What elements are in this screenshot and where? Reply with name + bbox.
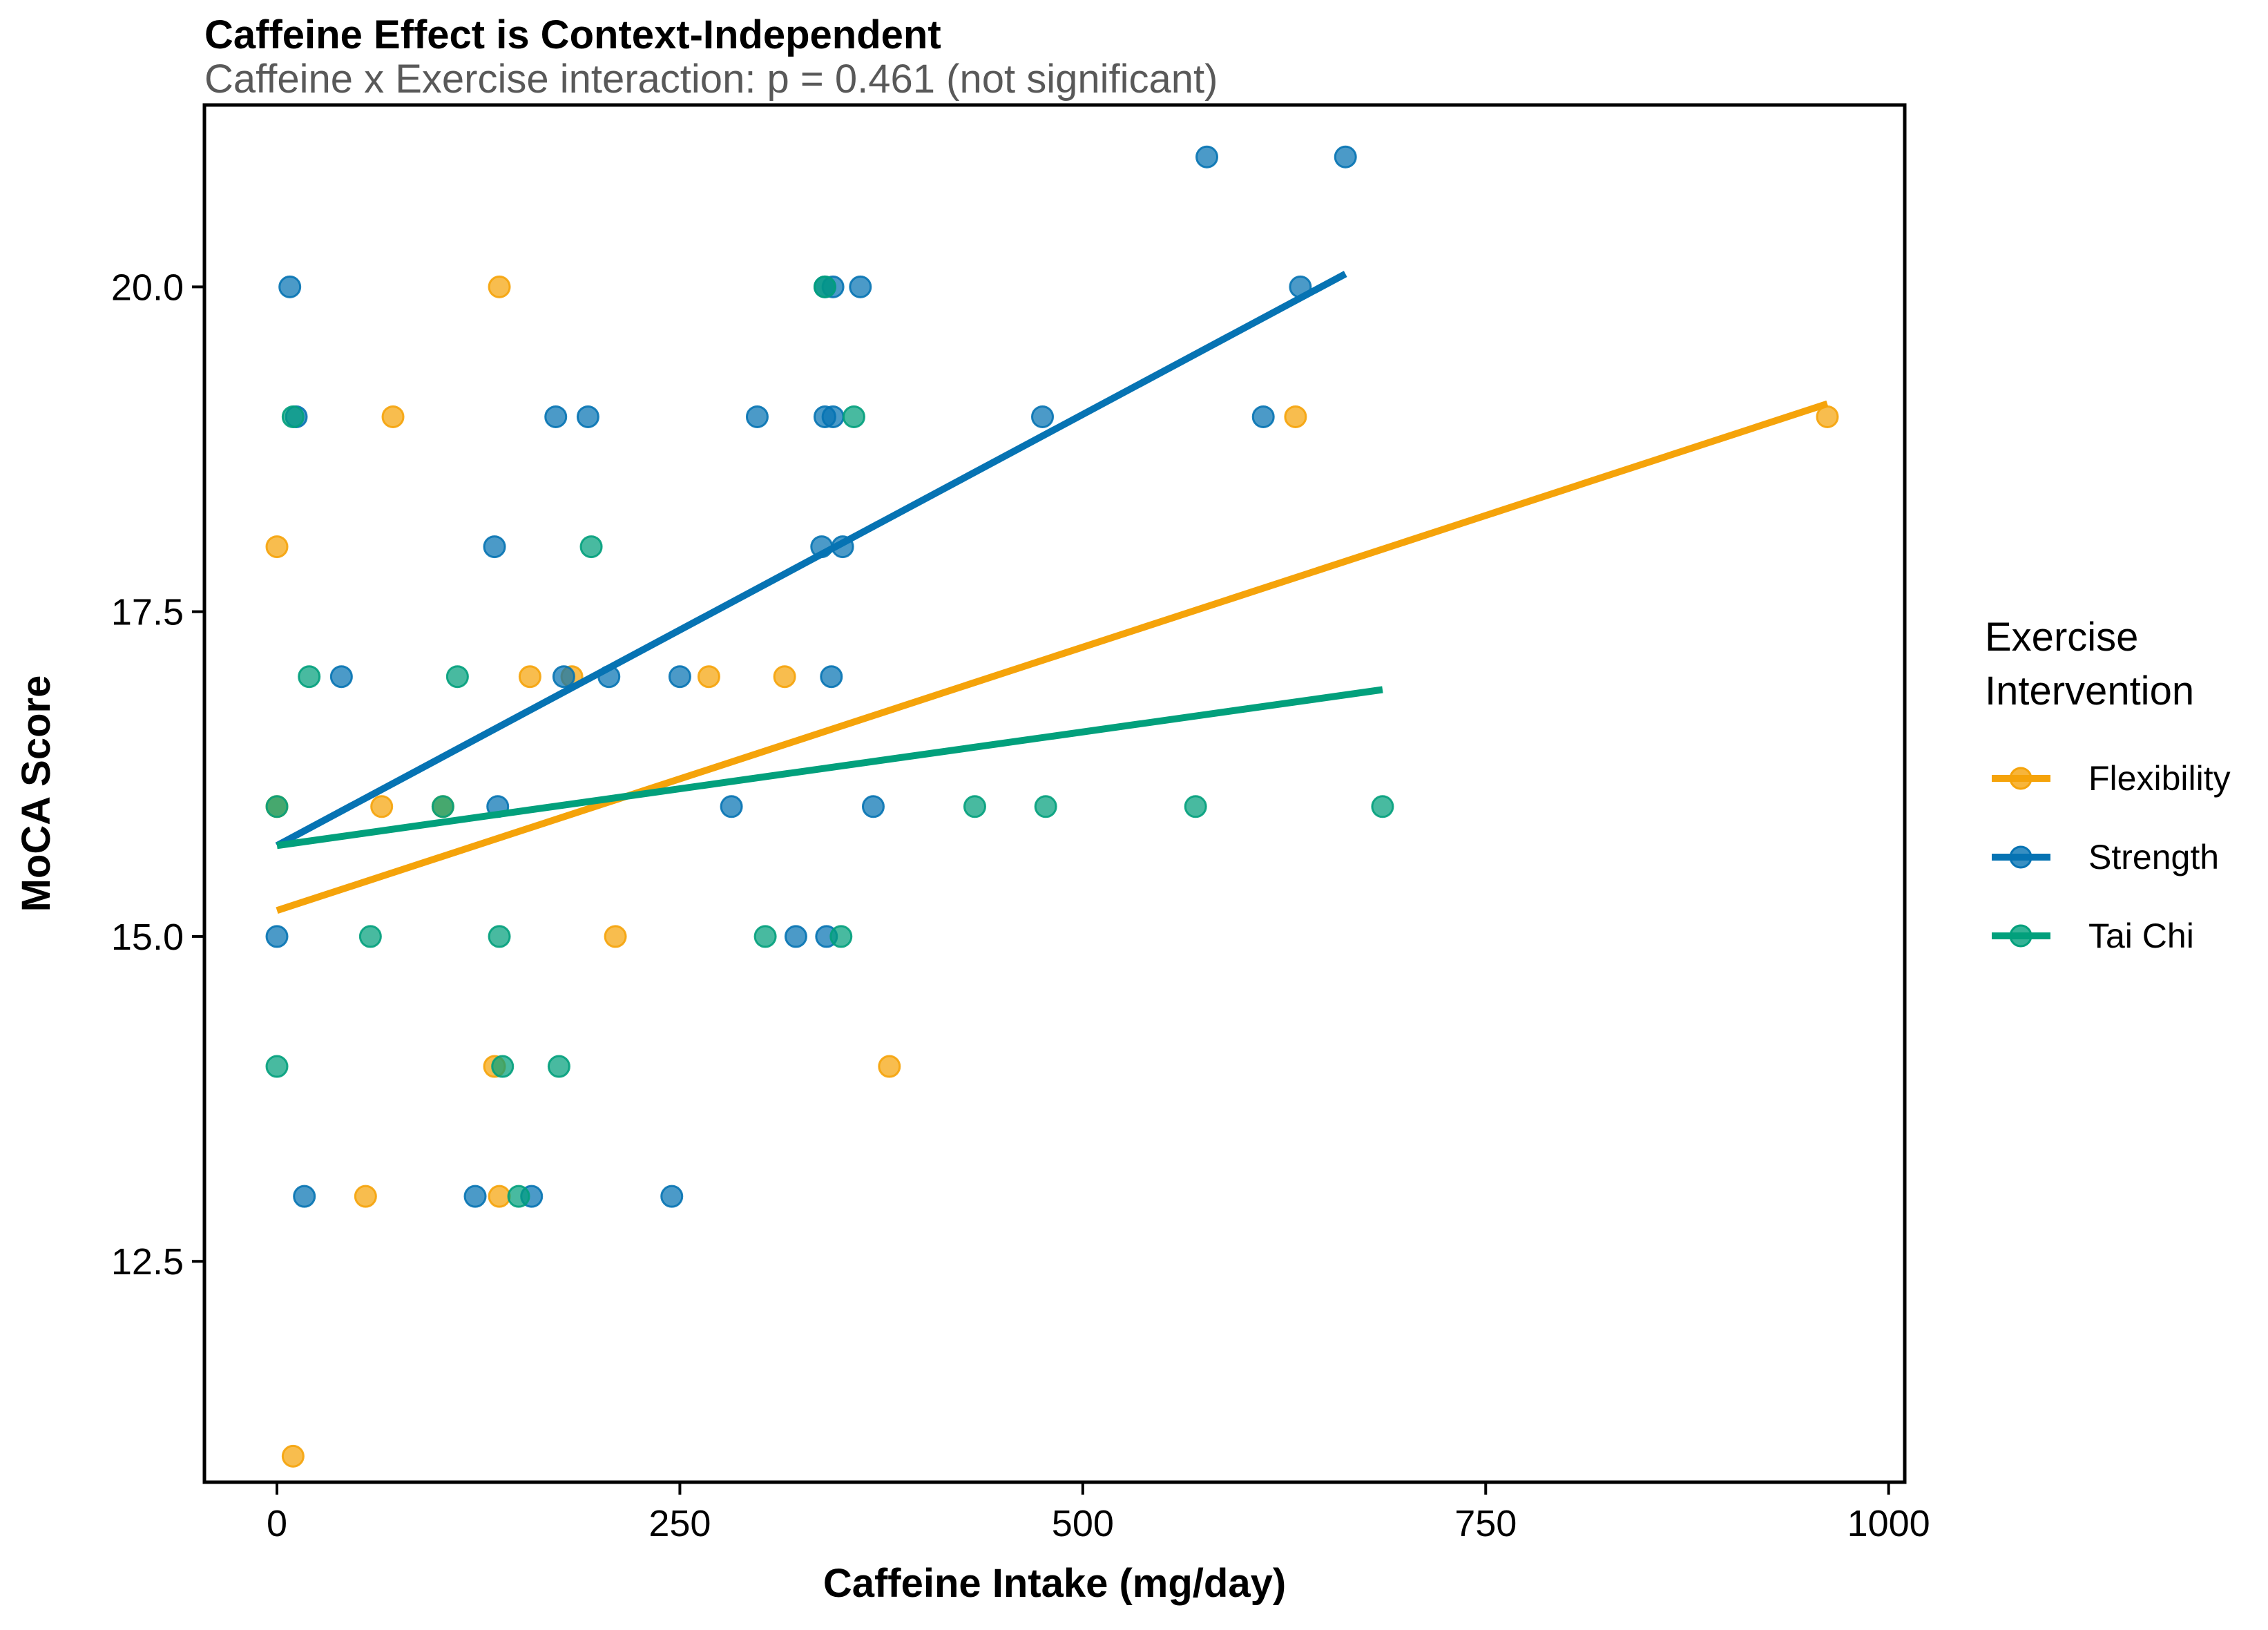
legend-key-point [2009, 767, 2032, 790]
data-point [445, 665, 469, 689]
data-point [745, 405, 769, 428]
data-point [329, 665, 353, 689]
data-point [773, 665, 796, 689]
plot-area [265, 145, 1839, 1468]
data-point [488, 275, 511, 298]
series-points-flexibility [265, 275, 1839, 1468]
legend-key-point [2009, 845, 2032, 869]
x-tick-label: 250 [648, 1503, 711, 1544]
data-point [829, 925, 853, 948]
data-point [861, 795, 885, 818]
data-point [491, 1055, 515, 1078]
data-point [697, 665, 720, 689]
data-point [552, 665, 575, 689]
data-point [604, 925, 627, 948]
y-axis-title: MoCA Score [14, 675, 59, 912]
data-point [1184, 795, 1207, 818]
data-point [488, 1185, 511, 1208]
data-point [1371, 795, 1394, 818]
data-point [544, 405, 568, 428]
data-point [579, 535, 603, 559]
series-points-tai-chi [265, 275, 1394, 1208]
y-axis: 12.5 15.0 17.5 20.0 [111, 267, 204, 1283]
data-point [1034, 795, 1057, 818]
x-tick-label: 500 [1052, 1503, 1114, 1544]
data-point [293, 1185, 316, 1208]
x-tick-label: 1000 [1847, 1503, 1930, 1544]
x-axis: 0 250 500 750 1000 [267, 1482, 1930, 1544]
y-tick-label: 20.0 [111, 267, 184, 308]
data-point [547, 1055, 570, 1078]
plot-panel-border [202, 103, 1907, 1484]
data-point [518, 665, 541, 689]
data-point [1195, 145, 1219, 169]
data-point [878, 1055, 901, 1078]
legend-title: Intervention [1985, 669, 2194, 713]
chart-title: Caffeine Effect is Context-Independent [204, 12, 941, 57]
data-point [820, 665, 843, 689]
data-point [483, 535, 506, 559]
x-tick-label: 750 [1454, 1503, 1517, 1544]
data-point [281, 1444, 305, 1468]
data-point [507, 1185, 530, 1208]
data-point [1251, 405, 1275, 428]
data-point [463, 1185, 487, 1208]
data-point [281, 405, 305, 428]
data-point [265, 1055, 289, 1078]
data-point [660, 1185, 684, 1208]
series-points-strength [265, 145, 1357, 1208]
data-point [431, 795, 454, 818]
data-point [1030, 405, 1054, 428]
legend-label: Strength [2088, 838, 2219, 876]
data-point [1334, 145, 1357, 169]
x-tick-label: 0 [267, 1503, 287, 1544]
legend-item-flexibility: Flexibility [1992, 759, 2231, 798]
data-point [265, 925, 289, 948]
y-tick-label: 15.0 [111, 917, 184, 958]
data-point [668, 665, 691, 689]
trend-line-tai-chi [276, 686, 1383, 850]
data-point [753, 925, 777, 948]
x-axis-title: Caffeine Intake (mg/day) [823, 1561, 1286, 1606]
data-point [354, 1185, 377, 1208]
trend-line-flexibility [276, 400, 1829, 914]
trend-line-strength [275, 271, 1347, 849]
legend-title: Exercise [1985, 615, 2138, 660]
data-point [265, 535, 289, 559]
chart-subtitle: Caffeine x Exercise interaction: p = 0.4… [204, 57, 1218, 102]
legend: Exercise Intervention Flexibility Strength T… [1985, 615, 2231, 955]
legend-item-tai-chi: Tai Chi [1992, 917, 2194, 955]
data-point [842, 405, 865, 428]
data-point [381, 405, 405, 428]
data-point [358, 925, 382, 948]
data-point [278, 275, 302, 298]
data-point [821, 405, 845, 428]
legend-label: Tai Chi [2088, 917, 2194, 955]
data-point [576, 405, 599, 428]
data-point [784, 925, 807, 948]
data-point [1284, 405, 1307, 428]
legend-label: Flexibility [2088, 759, 2231, 798]
y-tick-label: 17.5 [111, 592, 184, 633]
data-point [265, 795, 289, 818]
data-point [370, 795, 394, 818]
data-point [488, 925, 511, 948]
data-point [720, 795, 743, 818]
data-point [813, 275, 836, 298]
data-point [298, 665, 321, 689]
data-point [963, 795, 986, 818]
legend-key-point [2009, 924, 2032, 948]
y-tick-label: 12.5 [111, 1241, 184, 1283]
legend-item-strength: Strength [1992, 838, 2219, 876]
data-point [849, 275, 872, 298]
